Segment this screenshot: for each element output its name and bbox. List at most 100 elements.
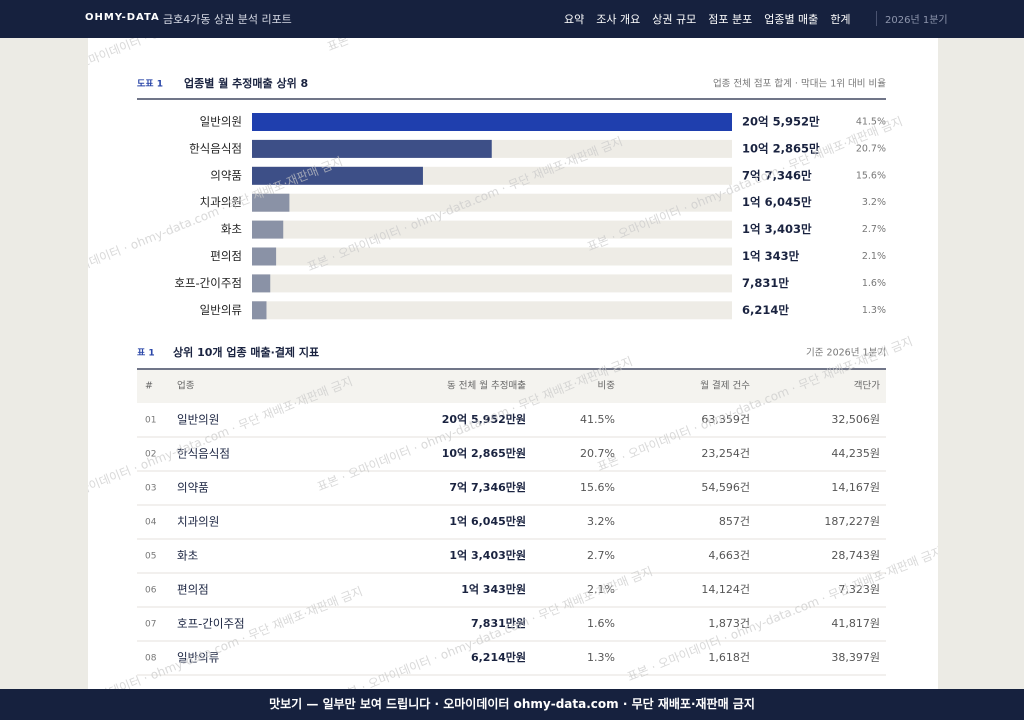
category-label: 일반의류 [200,303,242,317]
table-cell: 04 [145,518,157,528]
table-note: 기준 2026년 1분기 [806,348,886,359]
value-label: 1억 3,403만 [742,222,812,236]
table-cell: 4,663건 [708,549,750,562]
nav-link[interactable]: 점포 분포 [708,13,753,26]
bar [252,139,492,158]
table-cell: 23,254건 [701,447,750,460]
column-header: 월 결제 건수 [700,380,750,392]
table-cell: 07 [145,620,156,630]
table-cell: 187,227원 [824,515,880,528]
table-cell: 1억 343만원 [461,582,526,596]
table-cell: 7,323원 [838,583,880,596]
watermark: 표본 · 오마이데이터 · ohmy-data.com · 무단 재배포·재판매… [325,38,644,54]
report-title: 금호4가동 상권 분석 리포트 [163,13,292,26]
bar [252,166,423,185]
top-nav: OHMY-DATA 금호4가동 상권 분석 리포트 요약 조사 개요 상권 규모 점포… [0,0,1024,38]
table-cell: 02 [145,450,156,460]
table-cell: 3.2% [587,515,615,528]
category-label: 일반의원 [200,115,242,129]
table-cell: 일반의류 [177,651,219,665]
chart-title: 업종별 월 추정매출 상위 8 [184,76,308,90]
table-title: 상위 10개 업종 매출·결제 지표 [173,345,319,359]
table-cell: 38,397원 [831,651,880,664]
table-cell: 한식음식점 [177,447,230,461]
bar [252,247,277,266]
paper: 도표 1 업종별 월 추정매출 상위 8 업종 전체 점포 합계 · 막대는 1… [88,38,938,689]
table-cell: 41.5% [580,413,615,426]
value-label: 7,831만 [742,276,789,290]
table-cell: 1,618건 [708,651,750,664]
value-label: 1억 6,045만 [742,195,812,209]
table-cell: 10억 2,865만원 [442,446,526,460]
share-label: 3.2% [862,197,886,208]
table-cell: 14,167원 [831,481,880,494]
bar [252,113,732,131]
column-header: 동 전체 월 추정매출 [447,380,526,392]
category-label: 한식음식점 [189,141,242,155]
table-cell: 1,873건 [708,617,750,630]
table-cell: 14,124건 [701,583,750,596]
value-label: 1억 343만 [742,249,800,263]
table-cell: 6,214만원 [471,650,526,664]
watermark: 표본 · 오마이데이터 · ohmy-data.com · 무단 재배포·재판매… [88,584,365,689]
bar [252,274,271,293]
table-cell: 1.6% [587,617,615,630]
value-label: 7억 7,346만 [742,168,812,182]
table-cell: 7억 7,346만원 [449,480,526,494]
table-cell: 호프-간이주점 [177,617,245,631]
nav-link[interactable]: 한계 [830,13,851,26]
period: 2026년 1분기 [876,11,948,26]
table-cell: 06 [145,586,157,596]
bar [252,193,290,212]
table-cell: 일반의원 [177,413,219,427]
nav-link[interactable]: 상권 규모 [652,13,697,26]
bar [252,220,284,239]
category-label: 치과의원 [200,195,242,209]
chart-note: 업종 전체 점포 합계 · 막대는 1위 대비 비율 [713,78,886,90]
category-label: 호프-간이주점 [174,276,242,290]
table-cell: 44,235원 [831,447,880,460]
column-header: # [145,381,153,392]
table-header-bg [137,370,886,403]
bar [252,301,267,320]
table-cell: 28,743원 [831,549,880,562]
nav-link[interactable]: 업종별 매출 [764,13,819,26]
bar-track [252,274,732,293]
share-label: 1.6% [862,278,886,289]
value-label: 10억 2,865만 [742,141,820,155]
share-label: 1.3% [862,305,886,316]
share-label: 41.5% [856,117,886,128]
table-cell: 857건 [719,515,750,528]
bar-track [252,220,732,239]
table-cell: 2.7% [587,549,615,562]
nav-link[interactable]: 요약 [564,13,585,26]
table-cell: 1억 6,045만원 [449,514,526,528]
table-cell: 화초 [177,549,198,563]
nav-link[interactable]: 조사 개요 [596,13,641,26]
table-cell: 63,359건 [701,413,750,426]
watermark: 표본 · 오마이데이터 · ohmy-data.com · 무단 재배포·재판매… [625,544,938,684]
bar-track [252,193,732,212]
bar-track [252,301,732,320]
share-label: 20.7% [856,143,886,154]
footer-banner: 맛보기 — 일부만 보여 드립니다 · 오마이데이터 ohmy-data.com… [0,689,1024,720]
share-label: 2.7% [862,224,886,235]
table-cell: 32,506원 [831,413,880,426]
nav-links: 요약 조사 개요 상권 규모 점포 분포 업종별 매출 한계 [564,11,863,27]
column-header: 업종 [177,380,195,392]
table-cell: 01 [145,416,156,426]
share-label: 2.1% [862,251,886,262]
table-cell: 08 [145,654,157,664]
column-header: 비중 [598,381,616,392]
table-cell: 20.7% [580,447,615,460]
category-label: 편의점 [210,249,242,263]
table-cell: 치과의원 [177,515,219,529]
share-label: 15.6% [856,170,886,181]
table-cell: 1.3% [587,651,615,664]
table-cell: 54,596건 [701,481,750,494]
brand[interactable]: OHMY-DATA [85,12,160,23]
table-label: 표 1 [137,348,155,359]
table-cell: 15.6% [580,481,615,494]
column-header: 객단가 [854,381,880,392]
